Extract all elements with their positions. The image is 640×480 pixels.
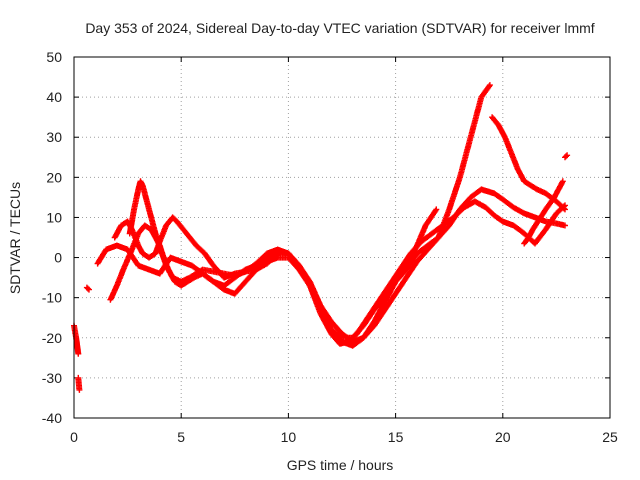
x-tick-label: 5 [177,429,185,445]
x-tick-label: 0 [70,429,78,445]
y-tick-label: 40 [46,89,62,105]
x-tick-label: 25 [602,429,618,445]
y-tick-label: -10 [42,290,62,306]
x-axis-label: GPS time / hours [287,457,394,473]
x-tick-label: 15 [388,429,404,445]
plus-marks [75,374,83,393]
plus-marks [489,114,568,213]
x-tick-label: 20 [495,429,511,445]
series-track-10 [562,152,571,161]
y-tick-label: -40 [42,410,62,426]
plus-marks [83,284,92,293]
series-track-9 [521,178,566,247]
chart-title: Day 353 of 2024, Sidereal Day-to-day VTE… [85,20,594,36]
y-tick-label: 0 [54,250,62,266]
y-tick-label: 50 [46,49,62,65]
series-track-3 [83,284,92,293]
plus-marks [126,82,493,345]
tick-label-layer: 0 5 10 15 20 25 -40 -30 -20 -10 0 10 20 30 40 50 [42,49,618,445]
y-tick-label: 10 [46,209,62,225]
y-tick-label: 30 [46,129,62,145]
y-axis-label: SDTVAR / TECUs [7,182,23,294]
series-track-8 [489,114,568,213]
x-tick-label: 10 [281,429,297,445]
series-track-2 [75,374,83,393]
plus-marks [562,152,571,161]
series-track-7 [126,82,493,345]
y-tick-label: 20 [46,169,62,185]
y-tick-label: -20 [42,330,62,346]
plot-frame [73,56,611,419]
y-tick-label: -30 [42,370,62,386]
plus-marks [521,178,566,247]
